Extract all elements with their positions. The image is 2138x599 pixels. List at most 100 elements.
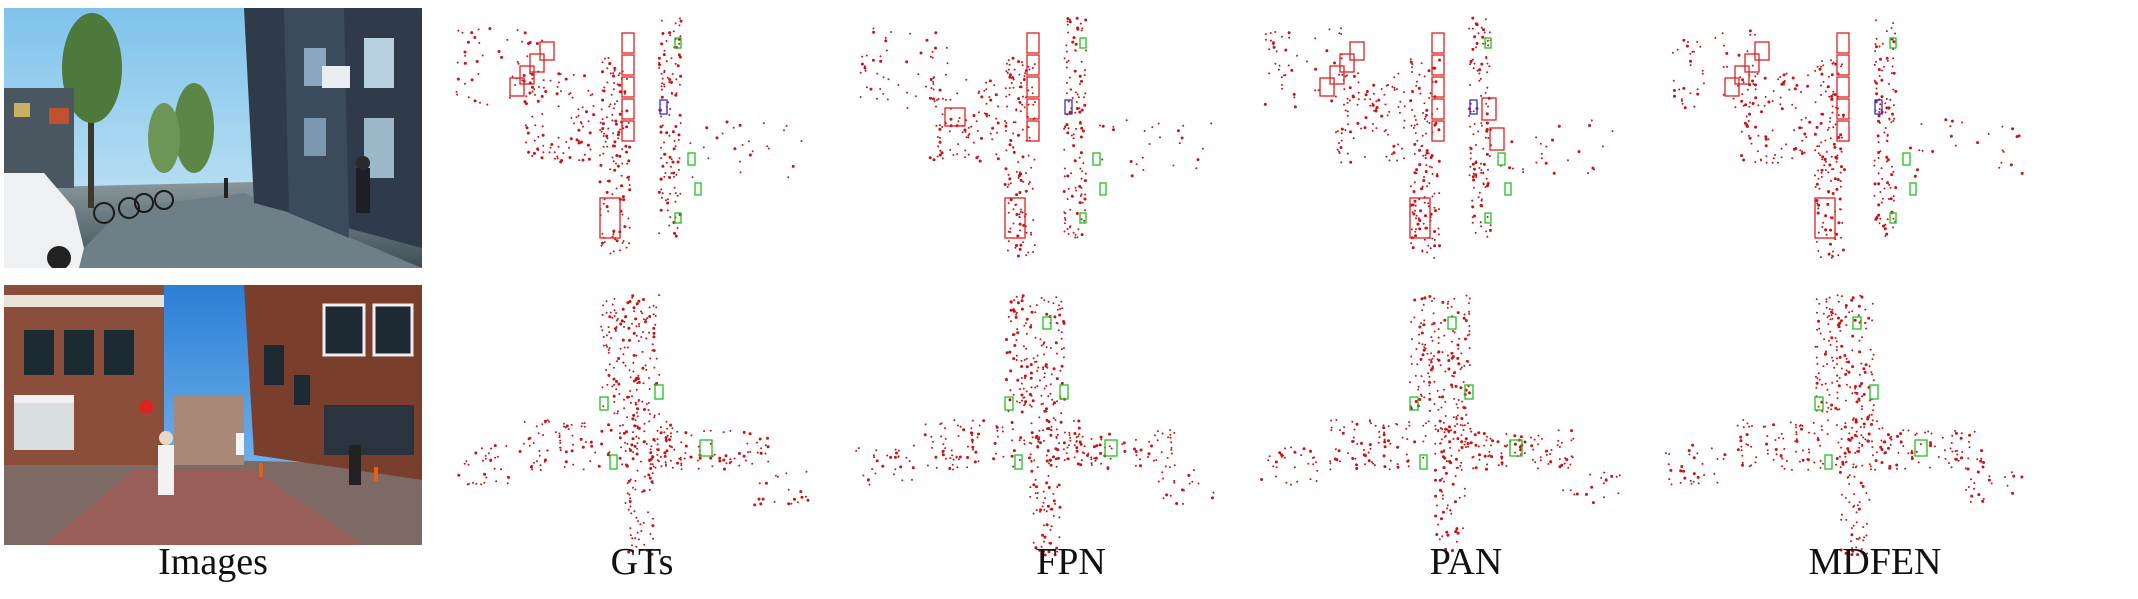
lidar-point [1035,304,1038,307]
lidar-point [1474,231,1477,234]
lidar-point [1437,351,1440,354]
lidar-point [951,463,954,466]
lidar-point [508,96,511,99]
lidar-point [1878,121,1881,124]
lidar-point [1798,425,1801,427]
lidar-point [675,92,678,95]
lidar-point [1064,212,1067,215]
lidar-point [1047,486,1051,489]
lidar-point [1443,431,1446,434]
lidar-point [636,447,639,450]
lidar-point [1019,243,1023,247]
lidar-point [1011,76,1014,79]
lidar-point [601,329,604,332]
cyclist-box [1469,99,1478,115]
lidar-point [659,208,663,212]
lidar-point [1899,432,1903,436]
lidar-point [941,451,944,454]
lidar-point [1079,194,1082,197]
lidar-point [1339,429,1341,432]
lidar-point [1008,87,1011,89]
lidar-point [651,343,654,346]
lidar-point [1066,446,1069,449]
lidar-point [1834,313,1837,316]
lidar-point [489,458,493,462]
lidar-point [1444,471,1448,475]
lidar-point [497,50,501,53]
lidar-point [1577,150,1581,154]
lidar-point [1426,185,1429,188]
lidar-point [523,100,527,104]
lidar-point [1491,439,1494,443]
lidar-point [1827,191,1830,194]
lidar-point [1442,450,1445,453]
lidar-point [1448,460,1451,463]
lidar-point [1383,445,1387,449]
lidar-point [1841,460,1845,464]
lidar-point [467,463,470,466]
lidar-point [1835,160,1838,163]
lidar-point [1043,508,1046,511]
lidar-point [1454,457,1458,461]
lidar-point [1980,449,1984,453]
lidar-point [1458,449,1460,452]
lidar-point [1409,405,1412,408]
lidar-point [612,250,615,253]
lidar-point [649,357,652,360]
lidar-point [1030,166,1033,169]
lidar-point [665,161,668,164]
pedestrian-box [609,454,618,470]
lidar-point [1825,233,1828,236]
lidar-point [1471,199,1474,202]
lidar-point [1338,73,1340,76]
lidar-point [659,108,662,112]
lidar-point [1369,98,1372,101]
lidar-point [1422,303,1425,306]
lidar-point [612,233,615,236]
lidar-point [957,424,959,427]
lidar-point [1431,172,1434,175]
lidar-point [1460,417,1464,420]
lidar-point [1280,453,1284,457]
lidar-point [1519,448,1523,452]
lidar-point [1668,453,1671,456]
lidar-point [619,322,623,326]
lidar-point [1831,308,1834,311]
lidar-point [1839,180,1842,182]
lidar-point [675,173,678,176]
lidar-point [1469,59,1473,63]
lidar-point [993,441,997,445]
lidar-point [530,464,533,467]
lidar-point [1557,439,1560,442]
lidar-point [1154,434,1156,437]
lidar-point [669,423,673,427]
lidar-point [1355,463,1358,467]
lidar-point [500,468,503,471]
lidar-point [1740,449,1743,452]
lidar-point [577,139,580,142]
lidar-point [1410,228,1413,231]
lidar-point [1015,193,1019,197]
lidar-point [612,366,615,369]
lidar-point [897,455,900,458]
lidar-point [1882,197,1884,200]
lidar-point [1055,465,1058,468]
lidar-point [1831,111,1834,114]
lidar-point [1455,418,1458,420]
lidar-point [1018,191,1022,194]
lidar-point [1722,93,1725,96]
lidar-point [632,379,636,383]
lidar-point [1468,174,1471,177]
lidar-point [1066,458,1069,460]
lidar-point [636,407,639,411]
lidar-point [1423,196,1426,199]
lidar-point [1725,51,1729,55]
lidar-point [612,144,615,148]
lidar-point [660,88,663,91]
lidar-point [1433,380,1436,383]
lidar-point [636,382,639,385]
lidar-point [582,125,584,128]
lidar-point [523,420,526,423]
lidar-point [1170,448,1173,451]
lidar-point [1871,419,1874,422]
